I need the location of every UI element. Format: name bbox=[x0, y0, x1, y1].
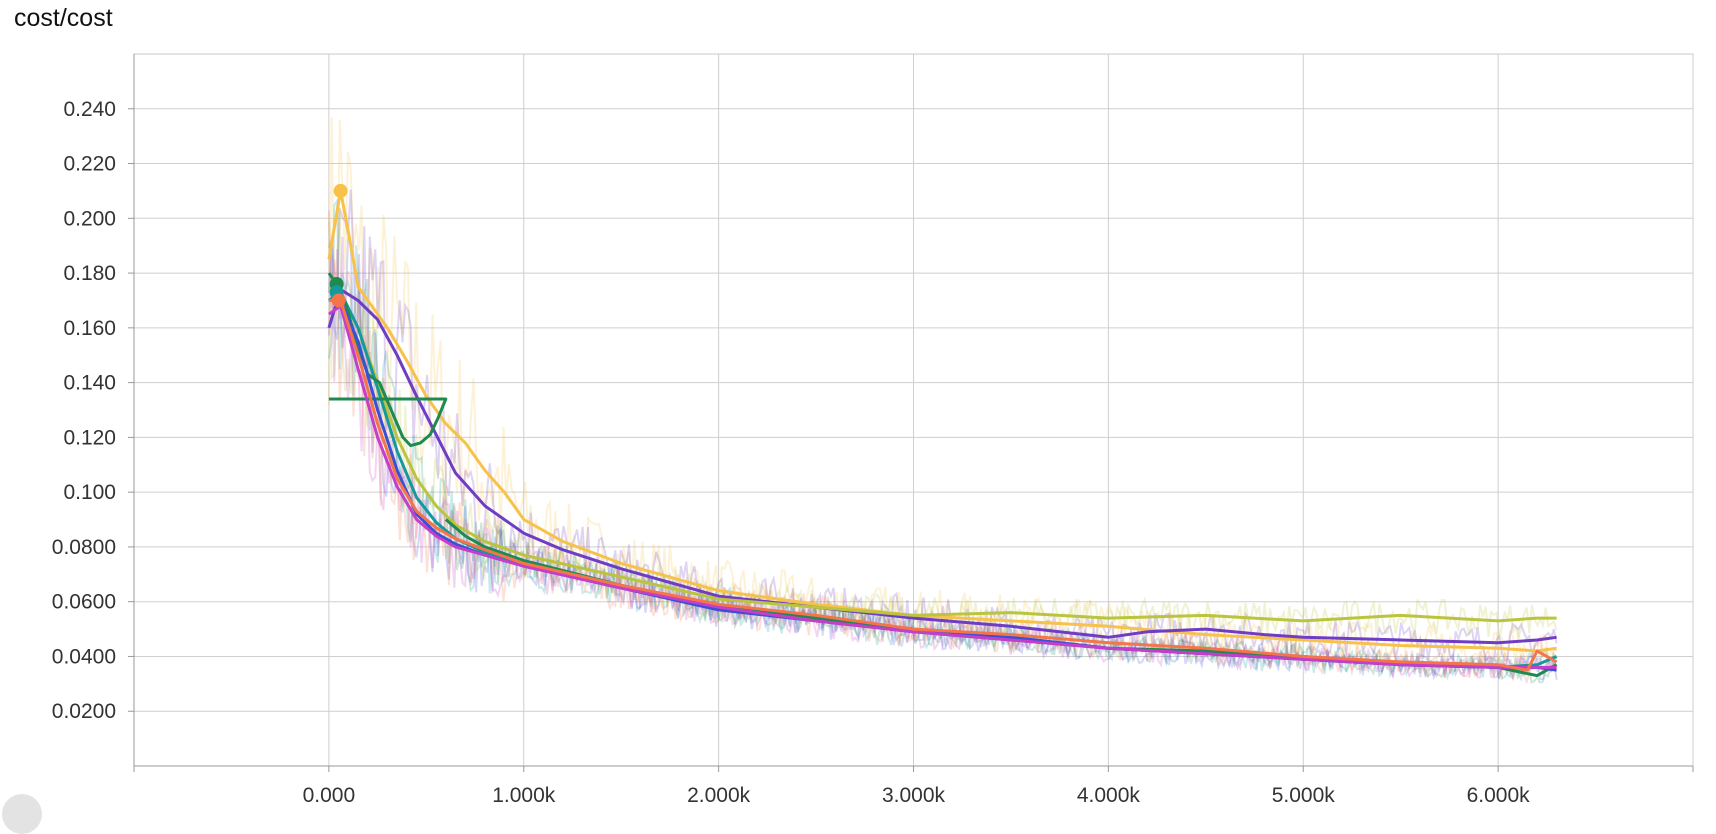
y-tick-label: 0.220 bbox=[63, 153, 116, 176]
y-tick-label: 0.200 bbox=[63, 207, 116, 230]
series-line bbox=[327, 272, 448, 448]
y-tick-label: 0.0200 bbox=[52, 700, 116, 723]
x-tick-label: 0.000 bbox=[303, 784, 356, 807]
y-tick-label: 0.0800 bbox=[52, 536, 116, 559]
series-line bbox=[328, 299, 1558, 672]
series-line bbox=[327, 189, 1557, 653]
x-tick-label: 6.000k bbox=[1467, 784, 1531, 807]
x-tick-label: 1.000k bbox=[492, 784, 556, 807]
chart: 0.000 1.000k 2.000k 3.000k 4.000k 5.000k 6.000… bbox=[52, 53, 1694, 807]
raw-series-layer bbox=[327, 116, 1558, 684]
x-tick-label: 3.000k bbox=[882, 784, 946, 807]
x-tick-label: 2.000k bbox=[687, 784, 751, 807]
raw-series-line bbox=[327, 236, 1558, 679]
tick-label-layer: 0.000 1.000k 2.000k 3.000k 4.000k 5.000k 6.000… bbox=[52, 98, 1530, 807]
y-tick-label: 0.140 bbox=[63, 372, 116, 395]
y-tick-label: 0.100 bbox=[63, 481, 116, 504]
series-line bbox=[327, 288, 1557, 645]
grid bbox=[128, 53, 1694, 772]
x-tick-label: 5.000k bbox=[1272, 784, 1336, 807]
x-tick-label: 4.000k bbox=[1077, 784, 1141, 807]
y-tick-label: 0.180 bbox=[63, 262, 116, 285]
raw-series-line bbox=[327, 116, 1558, 674]
chart-title: cost/cost bbox=[14, 4, 113, 32]
y-tick-label: 0.0600 bbox=[52, 591, 116, 614]
raw-series-line bbox=[327, 189, 1558, 663]
marker-layer bbox=[329, 183, 348, 308]
data-point-marker bbox=[331, 293, 346, 308]
y-tick-label: 0.120 bbox=[63, 426, 116, 449]
series-line bbox=[328, 304, 1557, 669]
y-tick-label: 0.240 bbox=[63, 98, 116, 121]
series-line bbox=[328, 285, 1557, 623]
y-tick-label: 0.0400 bbox=[52, 645, 116, 668]
data-point-marker bbox=[333, 183, 348, 198]
fit-domain-button[interactable] bbox=[2, 794, 42, 834]
y-tick-label: 0.160 bbox=[63, 317, 116, 340]
series-layer bbox=[327, 189, 1558, 678]
raw-series-line bbox=[327, 235, 1558, 681]
